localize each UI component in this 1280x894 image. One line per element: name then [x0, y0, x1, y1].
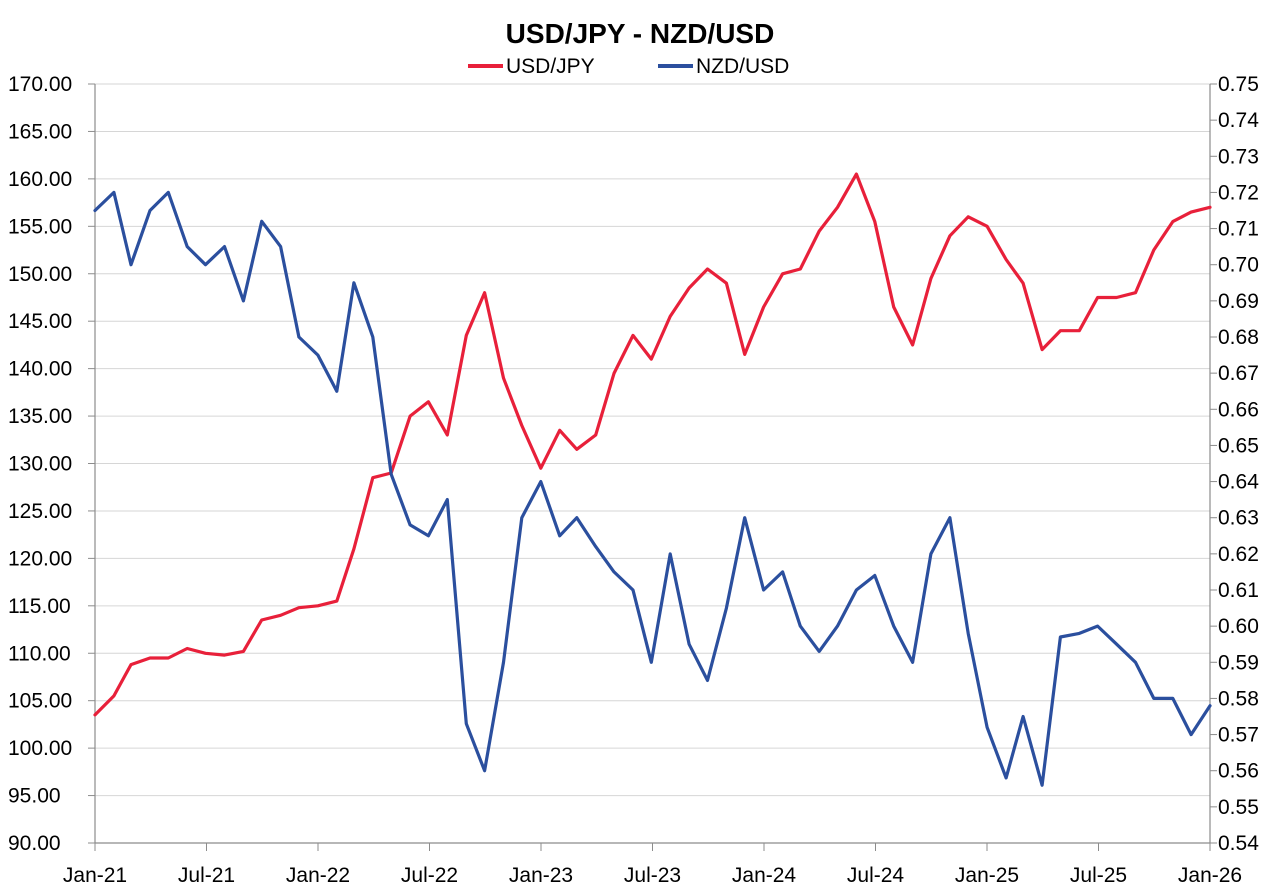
- x-tick-label: Jul-25: [1070, 864, 1127, 887]
- right-tick-label: 0.63: [1218, 507, 1259, 530]
- right-tick-label: 0.68: [1218, 326, 1259, 349]
- left-y-axis-ticks: 90.00 95.00 100.00 105.00 110.00 115.00 120.00…: [8, 73, 95, 855]
- chart-title: USD/JPY - NZD/USD: [506, 18, 775, 49]
- right-tick-label: 0.55: [1218, 796, 1259, 819]
- right-tick-label: 0.57: [1218, 724, 1259, 747]
- left-tick-label: 90.00: [8, 832, 61, 855]
- x-tick-label: Jan-22: [286, 864, 350, 887]
- left-tick-label: 105.00: [8, 690, 72, 713]
- right-tick-label: 0.59: [1218, 651, 1259, 674]
- x-tick-label: Jul-23: [624, 864, 681, 887]
- x-tick-label: Jul-22: [401, 864, 458, 887]
- legend: USD/JPY NZD/USD: [468, 55, 789, 78]
- right-tick-label: 0.72: [1218, 181, 1259, 204]
- legend-label-nzdusd: NZD/USD: [696, 55, 789, 78]
- right-tick-label: 0.62: [1218, 543, 1259, 566]
- x-axis-ticks: Jan-21 Jul-21 Jan-22 Jul-22 Jan-23 Jul-23 Jan-…: [63, 843, 1242, 887]
- right-tick-label: 0.67: [1218, 362, 1259, 385]
- legend-label-usdjpy: USD/JPY: [506, 55, 595, 78]
- left-tick-label: 155.00: [8, 215, 72, 238]
- x-tick-label: Jul-21: [178, 864, 235, 887]
- left-tick-label: 125.00: [8, 500, 72, 523]
- left-tick-label: 120.00: [8, 547, 72, 570]
- left-tick-label: 170.00: [8, 73, 72, 96]
- left-tick-label: 100.00: [8, 737, 72, 760]
- series-line-usdjpy: [93, 172, 1212, 717]
- x-tick-label: Jan-21: [63, 864, 127, 887]
- x-tick-label: Jan-24: [732, 864, 797, 887]
- left-tick-label: 140.00: [8, 358, 72, 381]
- left-tick-label: 165.00: [8, 120, 72, 143]
- right-tick-label: 0.75: [1218, 73, 1259, 96]
- right-tick-label: 0.71: [1218, 218, 1259, 241]
- left-tick-label: 95.00: [8, 785, 61, 808]
- gridlines: [95, 83, 1210, 844]
- right-tick-label: 0.66: [1218, 398, 1259, 421]
- right-y-axis-ticks: 0.54 0.55 0.56 0.57 0.58 0.59 0.60 0.61 0.62 0.63…: [1210, 73, 1259, 855]
- left-tick-label: 145.00: [8, 310, 72, 333]
- right-tick-label: 0.54: [1218, 832, 1259, 855]
- left-tick-label: 150.00: [8, 263, 72, 286]
- left-tick-label: 160.00: [8, 168, 72, 191]
- right-tick-label: 0.74: [1218, 109, 1259, 132]
- right-tick-label: 0.73: [1218, 145, 1259, 168]
- x-tick-label: Jul-24: [847, 864, 905, 887]
- x-tick-label: Jan-23: [509, 864, 573, 887]
- series-lines: [93, 172, 1212, 787]
- left-tick-label: 135.00: [8, 405, 72, 428]
- right-tick-label: 0.60: [1218, 615, 1259, 638]
- series-line-nzdusd: [93, 190, 1212, 787]
- left-tick-label: 130.00: [8, 453, 72, 476]
- right-tick-label: 0.58: [1218, 687, 1259, 710]
- right-tick-label: 0.61: [1218, 579, 1259, 602]
- left-tick-label: 110.00: [8, 642, 71, 665]
- right-tick-label: 0.65: [1218, 434, 1259, 457]
- x-tick-label: Jan-25: [955, 864, 1019, 887]
- right-tick-label: 0.70: [1218, 254, 1259, 277]
- right-tick-label: 0.69: [1218, 290, 1259, 313]
- right-tick-label: 0.56: [1218, 760, 1259, 783]
- left-tick-label: 115.00: [8, 595, 71, 618]
- x-tick-label: Jan-26: [1178, 864, 1242, 887]
- right-tick-label: 0.64: [1218, 471, 1259, 494]
